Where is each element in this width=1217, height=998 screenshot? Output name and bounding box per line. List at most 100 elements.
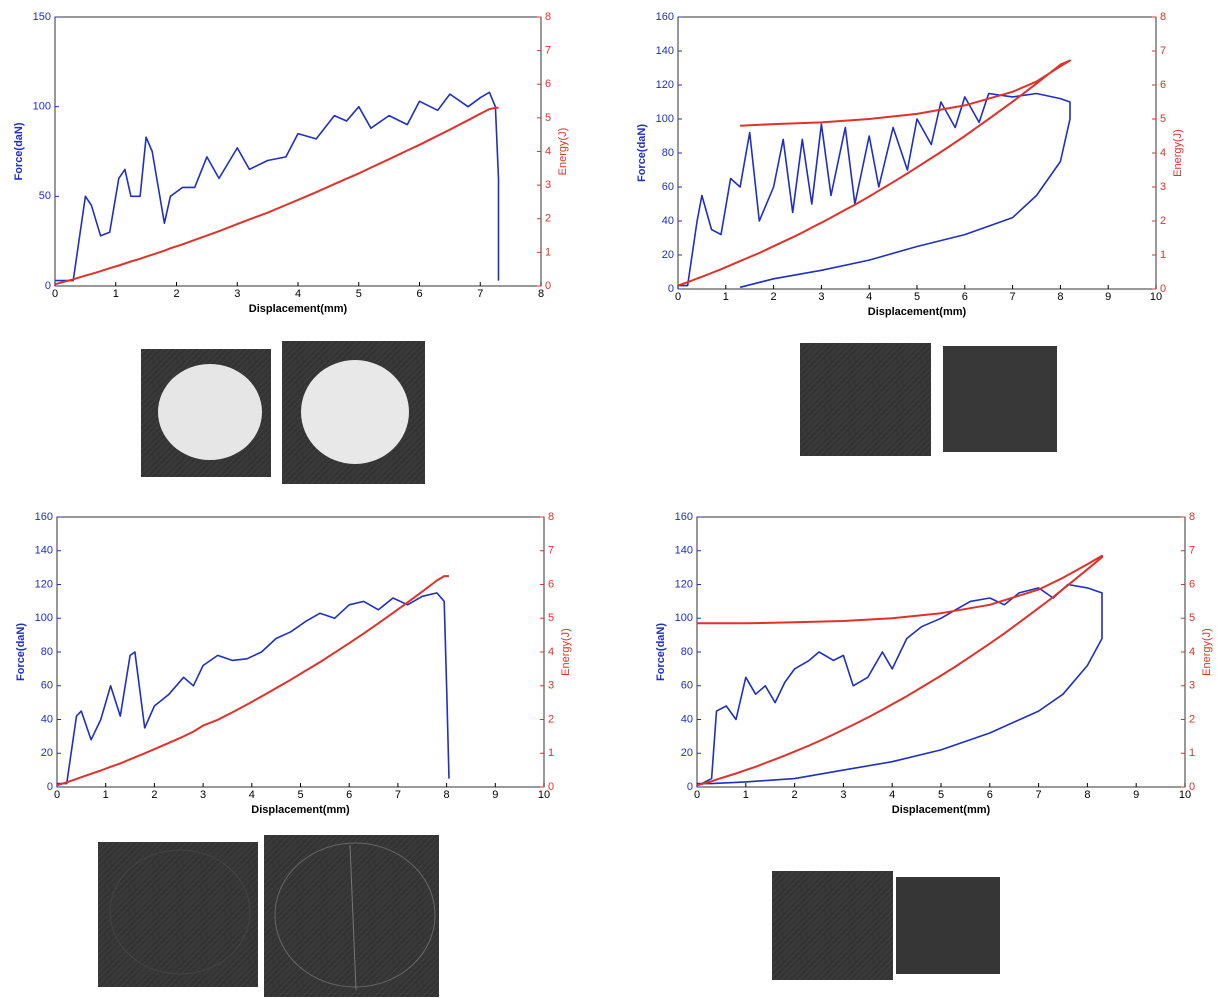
y2-axis-label: Energy(J)	[560, 628, 572, 676]
x-tick-label: 6	[962, 291, 968, 303]
plot-area	[56, 516, 545, 788]
y2-tick-label: 7	[1189, 545, 1195, 557]
photo	[943, 346, 1057, 452]
y2-tick-label: 4	[548, 646, 554, 658]
x-tick-label: 1	[113, 288, 119, 300]
y-tick-label: 100	[656, 113, 674, 125]
y2-tick-label: 0	[1189, 781, 1195, 793]
y2-tick-label: 1	[545, 246, 551, 258]
series-line	[677, 59, 1071, 287]
photo-detail	[274, 842, 436, 988]
y2-tick-label: 1	[548, 747, 554, 759]
x-tick-label: 8	[444, 789, 450, 801]
x-tick-label: 1	[723, 291, 729, 303]
x-tick-label: 4	[249, 789, 255, 801]
y-tick-label: 40	[41, 713, 53, 725]
photos-4	[772, 871, 1000, 980]
y-tick-label: 140	[675, 545, 693, 557]
x-tick-label: 5	[356, 288, 362, 300]
y2-tick-label: 8	[1160, 11, 1166, 23]
series-line	[697, 583, 1103, 785]
x-tick-label: 3	[234, 288, 240, 300]
y2-tick-label: 2	[548, 713, 554, 725]
y-tick-label: 120	[35, 578, 53, 590]
y-tick-label: 40	[681, 713, 693, 725]
y-tick-label: 0	[687, 781, 693, 793]
y2-tick-label: 0	[545, 280, 551, 292]
x-tick-label: 0	[694, 789, 700, 801]
y2-tick-label: 1	[1160, 249, 1166, 261]
y-tick-label: 160	[675, 511, 693, 523]
x-tick-label: 8	[1084, 789, 1090, 801]
y2-tick-label: 3	[548, 680, 554, 692]
x-tick-label: 2	[792, 789, 798, 801]
x-axis-label: Displacement(mm)	[249, 303, 348, 315]
y-tick-label: 150	[33, 11, 51, 23]
series-line	[54, 106, 499, 286]
series-line	[55, 91, 500, 282]
series-line	[678, 92, 1071, 289]
photos-1	[141, 341, 425, 484]
y-tick-label: 140	[656, 45, 674, 57]
x-tick-label: 8	[538, 288, 544, 300]
x-tick-label: 9	[1133, 789, 1139, 801]
y2-tick-label: 5	[545, 112, 551, 124]
y-tick-label: 50	[39, 190, 51, 202]
y2-tick-label: 6	[1160, 79, 1166, 91]
y-tick-label: 80	[41, 646, 53, 658]
y-tick-label: 0	[47, 781, 53, 793]
x-tick-label: 10	[538, 789, 550, 801]
y-tick-label: 40	[662, 215, 674, 227]
y2-tick-label: 0	[1160, 283, 1166, 295]
y-tick-label: 100	[33, 101, 51, 113]
x-tick-label: 1	[103, 789, 109, 801]
y2-tick-label: 2	[545, 213, 551, 225]
x-axis-label: Displacement(mm)	[892, 804, 991, 816]
y-tick-label: 60	[662, 181, 674, 193]
y-tick-label: 100	[675, 612, 693, 624]
y-axis-label: Force(daN)	[13, 122, 25, 180]
photo	[772, 871, 893, 980]
y2-tick-label: 4	[545, 145, 551, 157]
x-tick-label: 6	[346, 789, 352, 801]
y2-tick-label: 6	[1189, 578, 1195, 590]
y-tick-label: 80	[662, 147, 674, 159]
chart: 0 1 2 3 4 5 6 7 8050100150012345678Displacement(…	[13, 11, 569, 315]
x-tick-label: 6	[987, 789, 993, 801]
y2-axis-label: Energy(J)	[557, 128, 569, 176]
x-tick-label: 9	[492, 789, 498, 801]
photo-detail	[158, 364, 262, 460]
x-tick-label: 0	[52, 288, 58, 300]
y-tick-label: 160	[656, 11, 674, 23]
y-axis-label: Force(daN)	[15, 623, 27, 681]
photo	[896, 877, 1000, 974]
x-tick-label: 5	[938, 789, 944, 801]
x-tick-label: 6	[416, 288, 422, 300]
y-tick-label: 0	[668, 283, 674, 295]
y2-tick-label: 5	[548, 612, 554, 624]
y-tick-label: 60	[681, 680, 693, 692]
y-tick-label: 60	[41, 680, 53, 692]
series-line	[696, 554, 1103, 787]
plot-area	[54, 16, 542, 287]
y2-tick-label: 2	[1160, 215, 1166, 227]
y2-tick-label: 2	[1189, 713, 1195, 725]
y2-tick-label: 5	[1189, 612, 1195, 624]
y-axis-label: Force(daN)	[655, 623, 667, 681]
photo	[98, 842, 258, 987]
x-tick-label: 2	[151, 789, 157, 801]
x-tick-label: 0	[54, 789, 60, 801]
y2-tick-label: 3	[1160, 181, 1166, 193]
x-tick-label: 1	[743, 789, 749, 801]
x-tick-label: 10	[1150, 291, 1162, 303]
y2-tick-label: 4	[1160, 147, 1166, 159]
y2-axis-label: Energy(J)	[1172, 129, 1184, 177]
y-tick-label: 0	[45, 280, 51, 292]
x-tick-label: 3	[818, 291, 824, 303]
photo-detail	[349, 844, 357, 991]
chart: 0 1 2 3 4 5 6 7 8 9 100204060801001201401600123456…	[655, 511, 1213, 816]
x-axis-label: Displacement(mm)	[868, 306, 967, 318]
x-tick-label: 2	[173, 288, 179, 300]
x-tick-label: 4	[889, 789, 895, 801]
